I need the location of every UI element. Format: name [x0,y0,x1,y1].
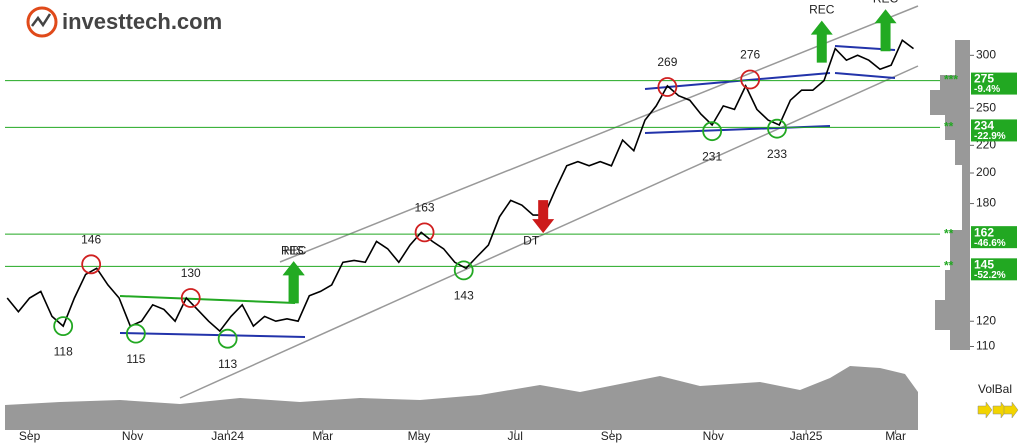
extreme-marker [740,69,761,90]
x-tick-label: Mar [885,429,906,443]
extreme-marker [126,323,146,344]
signal-label: REC [873,0,899,5]
x-tick-label: Nov [122,429,143,443]
signal-label: DT [523,233,540,247]
extreme-marker [453,260,474,281]
volume-profile [930,40,970,350]
level-value: 162 [974,225,994,239]
volbal-icons [977,401,1019,419]
extreme-marker [180,288,201,308]
x-tick-label: Jan25 [790,429,823,443]
trend-line [119,332,306,338]
extreme-label: 163 [415,201,435,215]
extreme-marker [53,316,74,337]
signal-label: REC [809,3,835,17]
volbal-icon [977,401,993,419]
extreme-marker [414,222,435,243]
x-tick-label: Sep [601,429,623,443]
x-tick-label: May [408,429,431,443]
level-rating: *** [944,73,958,87]
trend-line [119,295,296,304]
y-tick-label: 250 [976,100,996,114]
signal-arrow [282,261,305,304]
level-box [971,119,1017,142]
extreme-marker [767,118,787,139]
level-box [971,258,1017,281]
extreme-label: 130 [181,266,201,280]
y-tick-label: 120 [976,313,996,327]
level-box [971,72,1017,95]
logo-icon [26,6,58,38]
x-tick-label: Nov [703,429,724,443]
y-tick-label: 300 [976,47,996,61]
extreme-label: 231 [702,149,722,163]
signal-arrow [532,200,555,234]
level-change: -9.4% [974,84,1000,95]
level-value: 145 [974,257,994,271]
channel-line [279,5,919,263]
y-tick-label: 180 [976,196,996,210]
x-tick-label: Jul [508,429,523,443]
signal-label: HIS [284,243,304,257]
logo-icon [31,13,52,28]
level-change: -22.9% [974,131,1006,142]
signal-arrow [874,9,897,52]
extreme-label: 269 [657,55,677,69]
level-value: 234 [974,119,994,133]
trend-lines [119,5,919,399]
extreme-label: 143 [454,289,474,303]
channel-line [179,65,919,399]
extreme-marker [657,77,678,97]
y-tick-label: 110 [976,339,995,353]
extreme-marker [217,328,238,349]
signal-arrow [810,20,833,63]
level-change: -46.6% [974,238,1006,249]
trend-line [834,72,896,79]
x-tick-label: Sep [19,429,41,443]
extreme-marker [702,121,723,142]
y-tick-label: 200 [976,165,996,179]
extreme-label: 115 [126,352,145,366]
volbal-icon [1003,401,1019,419]
level-rating: ** [944,226,954,240]
logo-text: investtech.com [62,9,222,34]
level-change: -52.2% [974,270,1006,281]
extreme-label: 233 [767,147,787,161]
level-rating: ** [944,120,954,134]
level-rating: ** [944,258,954,272]
extreme-marker [81,254,102,275]
volbal-area [5,366,918,430]
extreme-label: 146 [81,233,101,247]
logo: investtech.com [26,6,222,38]
extreme-label: 113 [218,357,237,371]
level-box [971,226,1017,249]
level-value: 275 [974,72,994,86]
extreme-label: 276 [740,48,760,62]
x-tick-label: Mar [312,429,333,443]
price-line [6,38,914,333]
signal-label: REC [281,243,307,257]
indicator-label: VolBal [978,382,1012,396]
x-tick-label: Jan24 [211,429,244,443]
extreme-label: 118 [54,344,73,358]
